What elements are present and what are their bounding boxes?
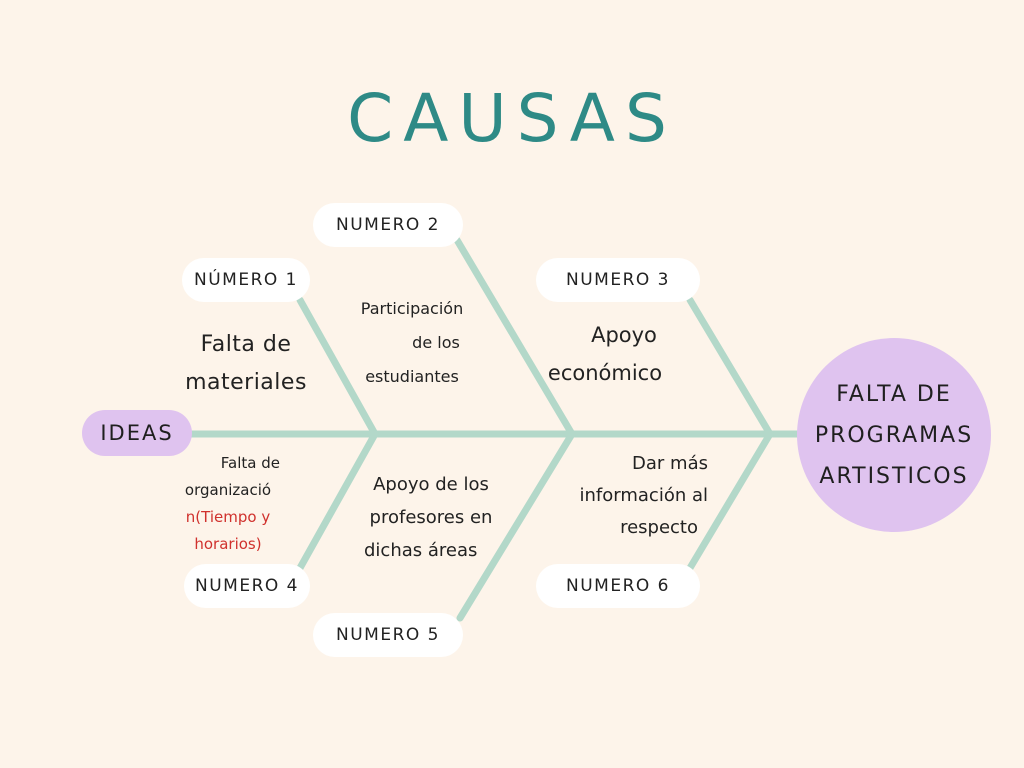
bone-4 [296,430,379,572]
note-line: materiales [185,370,307,395]
effect-line: ARTISTICOS [819,463,969,489]
cause-note-6: Dar más información al respecto [550,448,708,544]
note-line: estudiantes [365,367,459,386]
effect-line: FALTA DE [836,381,952,407]
note-line: económico [547,361,663,385]
cause-note-4: Falta de organizació n(Tiempo y horarios… [172,450,284,558]
cause-label-3: NUMERO 3 [536,258,700,302]
bone-3 [686,296,774,438]
note-line: de los [412,333,460,352]
note-line: información al [579,485,708,506]
note-line: respecto [620,517,698,538]
cause-label-2: NUMERO 2 [313,203,463,247]
bone-5 [456,430,576,622]
bone-6 [686,430,774,572]
note-line: profesores en [369,507,493,528]
cause-label-5: NUMERO 5 [313,613,463,657]
cause-note-1: Falta de materiales [176,326,316,402]
note-line: Falta de [220,454,280,472]
note-line: organizació [184,481,272,499]
cause-label-6: NUMERO 6 [536,564,700,608]
note-line: n(Tiempo y [185,508,271,526]
note-line: Apoyo de los [373,474,489,495]
note-line: horarios) [194,535,262,553]
cause-label-4: NUMERO 4 [184,564,310,608]
note-line: Falta de [200,332,292,357]
diagram-title: CAUSAS [347,80,677,157]
cause-label-1: NÚMERO 1 [182,258,310,302]
note-line: Participación [360,299,464,318]
cause-note-3: Apoyo económico [540,316,680,392]
note-line: dichas áreas [364,540,478,561]
note-line: Apoyo [591,323,657,347]
cause-note-2: Participación de los estudiantes [340,292,484,394]
effect-circle: FALTA DE PROGRAMAS ARTISTICOS [797,338,991,532]
note-line: Dar más [632,453,708,474]
head-label-ideas: IDEAS [82,410,192,456]
effect-line: PROGRAMAS [814,422,974,448]
cause-note-5: Apoyo de los profesores en dichas áreas [356,468,506,567]
bone-1 [296,296,379,438]
bone-2 [453,236,576,438]
